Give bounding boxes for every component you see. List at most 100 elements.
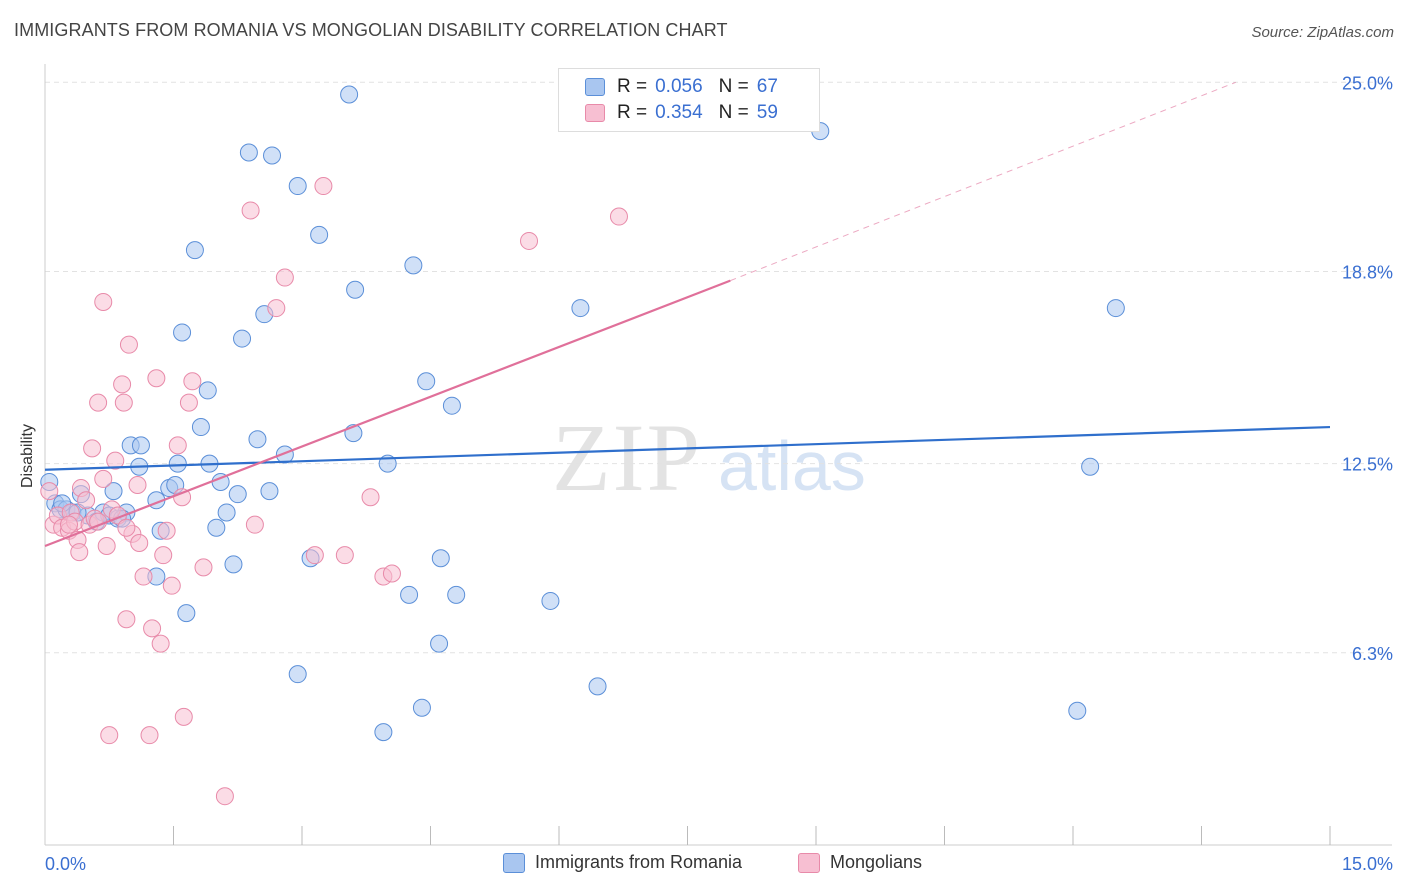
mongolian-point	[77, 491, 96, 510]
mongolian-point	[335, 546, 354, 565]
romania-point	[340, 85, 359, 104]
mongolian-point	[40, 482, 59, 501]
romania-point	[400, 585, 419, 604]
chart-title: IMMIGRANTS FROM ROMANIA VS MONGOLIAN DIS…	[14, 20, 728, 40]
romania-point	[207, 518, 226, 537]
romania-point	[374, 723, 393, 742]
mongolian-point	[59, 515, 78, 534]
mongolian-point	[520, 231, 539, 250]
romania-point	[224, 555, 243, 574]
romania-point	[346, 280, 365, 299]
romania-point	[1106, 299, 1125, 318]
legend-label-romania: Immigrants from Romania	[535, 852, 743, 872]
mongolian-point	[179, 393, 198, 412]
romania-point	[1081, 457, 1100, 476]
romania-point	[185, 241, 204, 260]
mongolian-point	[89, 393, 108, 412]
mongolian-trend-line-extension	[730, 81, 1236, 282]
romania-point	[588, 677, 607, 696]
legend-swatch-romania	[503, 852, 525, 873]
romania-point	[173, 323, 192, 342]
legend-n-label: N =	[718, 102, 749, 123]
mongolian-point	[94, 292, 113, 311]
legend-n-value: 67	[756, 76, 778, 97]
mongolian-point	[113, 375, 132, 394]
y-tick-label: 18.8%	[1342, 262, 1393, 282]
romania-point	[431, 549, 450, 568]
mongolian-point	[151, 634, 170, 653]
legend-r-label: R =	[617, 76, 648, 97]
legend-row-mongolians: R = 0.354 N = 59	[585, 101, 778, 125]
mongolian-point	[100, 726, 119, 745]
legend-r-value: 0.056	[655, 76, 703, 97]
romania-point	[442, 396, 461, 415]
legend-r-label: R =	[617, 102, 648, 123]
mongolian-point	[154, 546, 173, 565]
romania-point	[541, 591, 560, 610]
romania-point	[260, 482, 279, 501]
mongolian-point	[117, 518, 136, 537]
legend-label-mongolians: Mongolians	[830, 852, 923, 872]
mongolian-point	[267, 299, 286, 318]
y-tick-label: 25.0%	[1342, 73, 1393, 93]
mongolian-point	[609, 207, 628, 226]
romania-point	[571, 299, 590, 318]
romania-point	[104, 482, 123, 501]
x-tick-label: 0.0%	[45, 854, 86, 874]
stats-legend: R = 0.056 N = 67 R = 0.354 N = 59	[558, 68, 820, 132]
romania-point	[412, 698, 431, 717]
source-label: Source: ZipAtlas.com	[1251, 24, 1394, 41]
mongolian-point	[94, 469, 113, 488]
mongolian-point	[275, 268, 294, 287]
mongolian-point	[83, 439, 102, 458]
legend-swatch-mongolians	[585, 104, 605, 122]
romania-point	[248, 430, 267, 449]
legend-item-romania[interactable]: Immigrants from Romania	[503, 852, 742, 873]
mongolian-point	[140, 726, 159, 745]
x-tick-label: 15.0%	[1342, 854, 1393, 874]
legend-swatch-romania	[585, 78, 605, 96]
romania-point	[177, 604, 196, 623]
romania-point	[168, 454, 187, 473]
legend-row-romania: R = 0.056 N = 67	[585, 75, 778, 99]
mongolian-point	[157, 521, 176, 540]
legend-item-mongolians[interactable]: Mongolians	[798, 852, 922, 873]
romania-point	[131, 436, 150, 455]
romania-point	[447, 585, 466, 604]
mongolian-point	[147, 369, 166, 388]
mongolian-point	[245, 515, 264, 534]
romania-point	[217, 503, 236, 522]
mongolian-point	[128, 476, 147, 495]
legend-swatch-mongolians	[798, 852, 820, 873]
mongolian-point	[130, 533, 149, 552]
watermark-atlas: atlas	[718, 427, 866, 505]
mongolian-point	[106, 451, 125, 470]
y-tick-label: 12.5%	[1342, 455, 1393, 475]
mongolian-point	[215, 787, 234, 806]
mongolian-point	[168, 436, 187, 455]
romania-point	[1068, 701, 1087, 720]
mongolian-point	[305, 546, 324, 565]
legend-n-label: N =	[718, 76, 749, 97]
legend-n-value: 59	[756, 102, 778, 123]
mongolian-point	[70, 543, 89, 562]
mongolian-point	[174, 707, 193, 726]
mongolian-point	[119, 335, 138, 354]
mongolian-point	[162, 576, 181, 595]
romania-point	[288, 177, 307, 196]
romania-point	[310, 225, 329, 244]
mongolian-trend-line	[44, 279, 731, 548]
mongolian-point	[143, 619, 162, 638]
romania-point	[404, 256, 423, 275]
mongolian-point	[114, 393, 133, 412]
romania-point	[198, 381, 217, 400]
watermark-zip: ZIP	[552, 404, 702, 511]
legend-r-value: 0.354	[655, 102, 703, 123]
romania-point	[275, 445, 294, 464]
romania-point	[228, 485, 247, 504]
romania-point	[239, 143, 258, 162]
series-legend: Immigrants from Romania Mongolians	[0, 852, 1406, 878]
romania-point	[191, 418, 210, 437]
mongolian-point	[97, 537, 116, 556]
